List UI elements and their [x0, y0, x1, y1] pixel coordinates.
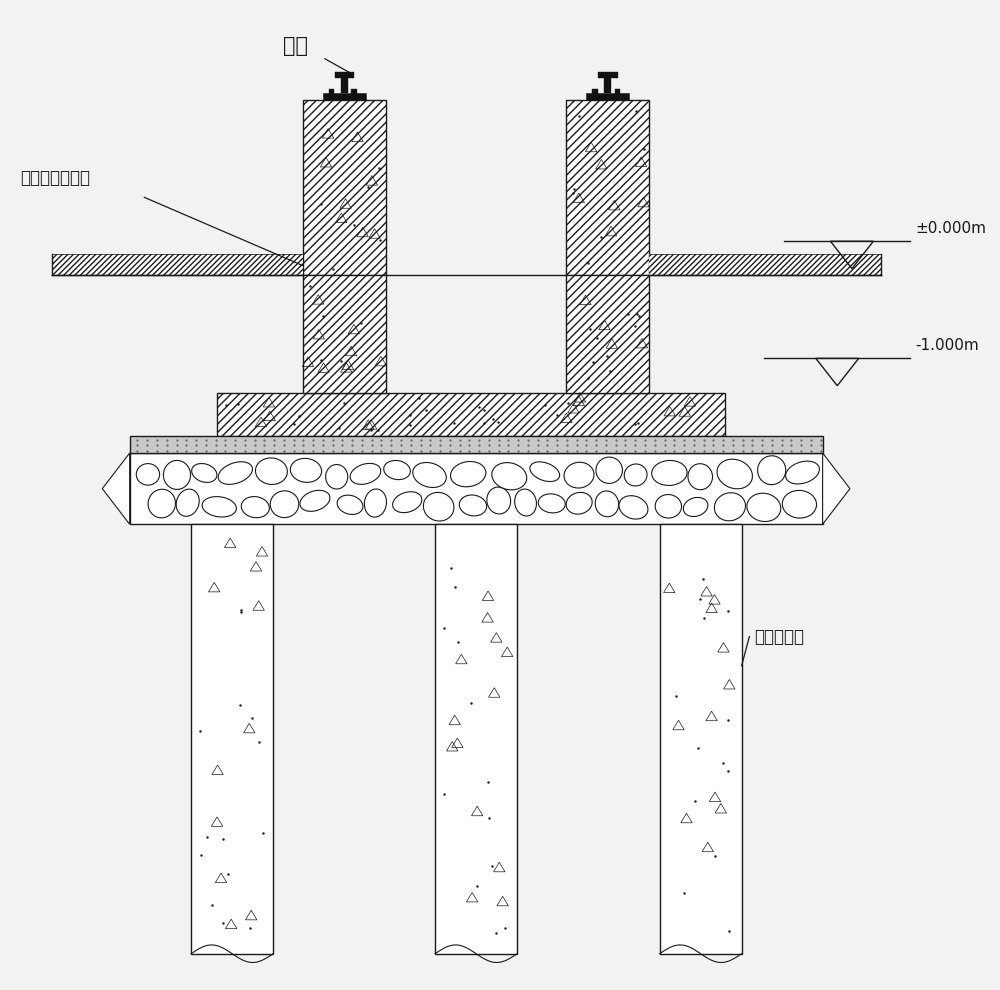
Bar — [604, 76, 611, 93]
Bar — [52, 253, 303, 275]
Bar — [435, 525, 517, 953]
Ellipse shape — [515, 489, 536, 516]
Ellipse shape — [218, 461, 252, 484]
Ellipse shape — [566, 492, 592, 514]
Ellipse shape — [530, 462, 560, 481]
Ellipse shape — [717, 459, 752, 489]
Ellipse shape — [148, 489, 175, 518]
Ellipse shape — [538, 494, 565, 513]
Bar — [649, 253, 881, 275]
Text: 轨道: 轨道 — [283, 36, 308, 56]
Polygon shape — [823, 453, 850, 525]
Bar — [351, 89, 357, 98]
Bar — [329, 89, 334, 98]
Ellipse shape — [337, 495, 363, 515]
Bar — [303, 275, 386, 392]
Bar — [566, 100, 649, 275]
Text: 地基处理桩: 地基处理桩 — [754, 628, 804, 645]
Bar — [566, 275, 649, 392]
Text: 整浇柱式检查坑: 整浇柱式检查坑 — [20, 169, 90, 187]
Bar — [341, 76, 348, 93]
Ellipse shape — [714, 493, 745, 521]
Ellipse shape — [683, 497, 708, 517]
Ellipse shape — [564, 462, 594, 488]
Bar — [130, 437, 823, 453]
Bar — [217, 392, 725, 437]
Bar — [335, 72, 354, 78]
Ellipse shape — [423, 492, 454, 521]
Ellipse shape — [290, 458, 322, 482]
Ellipse shape — [300, 490, 330, 511]
Text: ±0.000m: ±0.000m — [915, 222, 986, 237]
Ellipse shape — [163, 460, 191, 489]
Ellipse shape — [176, 489, 199, 517]
Ellipse shape — [270, 491, 299, 518]
Bar — [323, 93, 366, 100]
Polygon shape — [102, 453, 130, 525]
Ellipse shape — [192, 463, 217, 482]
Bar — [191, 525, 273, 953]
Bar — [660, 525, 742, 953]
Ellipse shape — [596, 457, 622, 483]
Ellipse shape — [459, 495, 487, 516]
Ellipse shape — [136, 463, 160, 485]
Ellipse shape — [624, 464, 647, 486]
Bar — [130, 453, 823, 525]
Ellipse shape — [492, 462, 527, 490]
Ellipse shape — [451, 461, 486, 487]
Bar — [592, 89, 598, 98]
Text: -1.000m: -1.000m — [915, 339, 979, 353]
Ellipse shape — [758, 455, 786, 485]
Bar — [303, 100, 386, 275]
Ellipse shape — [747, 493, 781, 522]
Ellipse shape — [326, 464, 348, 489]
Ellipse shape — [619, 496, 648, 519]
Ellipse shape — [487, 487, 511, 514]
Ellipse shape — [413, 462, 446, 487]
Ellipse shape — [241, 497, 269, 518]
Ellipse shape — [595, 491, 619, 517]
Bar — [615, 89, 620, 98]
Ellipse shape — [255, 458, 287, 484]
Ellipse shape — [384, 460, 410, 479]
Ellipse shape — [782, 490, 817, 518]
Ellipse shape — [786, 461, 819, 484]
Ellipse shape — [655, 495, 682, 518]
Ellipse shape — [364, 489, 386, 517]
Bar — [586, 93, 629, 100]
Bar — [598, 72, 618, 78]
Ellipse shape — [350, 463, 381, 484]
Ellipse shape — [202, 497, 236, 517]
Ellipse shape — [652, 460, 687, 485]
Ellipse shape — [393, 492, 422, 513]
Ellipse shape — [688, 463, 713, 490]
